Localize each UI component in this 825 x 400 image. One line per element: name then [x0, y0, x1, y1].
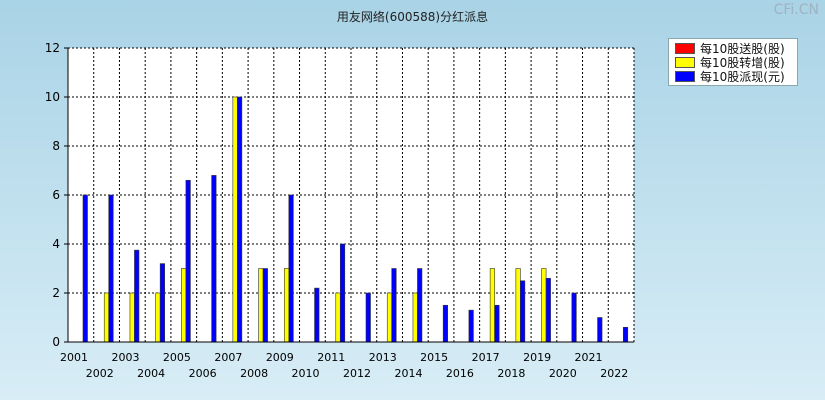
- y-tick-label: 0: [52, 335, 60, 349]
- bar: [468, 309, 474, 343]
- bar: [545, 277, 551, 343]
- legend-label: 每10股转增(股): [700, 55, 785, 70]
- bar: [155, 292, 161, 343]
- x-tick-label: 2015: [420, 351, 448, 364]
- bar: [288, 194, 294, 343]
- bar: [417, 268, 423, 343]
- bar: [258, 268, 264, 343]
- x-tick-label: 2012: [343, 367, 371, 380]
- x-tick-label: 2020: [549, 367, 577, 380]
- x-tick-label: 2001: [60, 351, 88, 364]
- bar: [520, 280, 526, 343]
- bar: [82, 194, 88, 343]
- legend: 每10股送股(股) 每10股转增(股) 每10股派现(元): [668, 38, 798, 86]
- bar: [232, 96, 238, 343]
- bar: [541, 268, 547, 343]
- bar: [129, 292, 135, 343]
- x-tick-label: 2013: [369, 351, 397, 364]
- x-tick-label: 2004: [137, 367, 165, 380]
- bar: [515, 268, 521, 343]
- x-tick-label: 2011: [317, 351, 345, 364]
- x-tick-label: 2017: [472, 351, 500, 364]
- y-tick-label: 2: [52, 286, 60, 300]
- chart-title: 用友网络(600588)分红派息: [336, 10, 489, 24]
- bar: [134, 249, 140, 343]
- bar: [159, 263, 165, 343]
- bar: [262, 268, 268, 343]
- legend-swatch-blue: [675, 70, 695, 82]
- y-tick-label: 6: [52, 188, 60, 202]
- bar: [412, 292, 418, 343]
- legend-swatch-red: [675, 42, 695, 54]
- x-tick-label: 2022: [600, 367, 628, 380]
- bar: [365, 292, 371, 343]
- bar: [103, 292, 110, 343]
- bar: [494, 304, 500, 343]
- legend-label: 每10股送股(股): [700, 41, 785, 56]
- watermark: CFi.CN: [773, 2, 819, 18]
- x-tick-label: 2010: [292, 367, 320, 380]
- bar: [597, 317, 603, 343]
- x-tick-label: 2021: [575, 351, 603, 364]
- x-tick-label: 2003: [111, 351, 139, 364]
- bar: [442, 304, 448, 343]
- y-tick-label: 4: [52, 237, 60, 251]
- x-tick-label: 2019: [523, 351, 551, 364]
- bar: [571, 292, 577, 343]
- bar: [108, 194, 114, 343]
- legend-label: 每10股派现(元): [700, 69, 785, 84]
- bar: [314, 287, 320, 343]
- bar: [181, 268, 187, 343]
- y-tick-label: 12: [45, 41, 60, 55]
- x-tick-label: 2009: [266, 351, 294, 364]
- bar: [391, 268, 397, 343]
- legend-item-capital-increase: 每10股转增(股): [675, 55, 791, 70]
- x-tick-label: 2016: [446, 367, 474, 380]
- legend-item-cash-dividend: 每10股派现(元): [675, 69, 791, 84]
- legend-swatch-yellow: [675, 56, 695, 68]
- bar: [335, 292, 341, 343]
- bar: [185, 180, 191, 343]
- bar: [237, 96, 243, 343]
- legend-item-stock-bonus: 每10股送股(股): [675, 41, 791, 56]
- x-tick-label: 2018: [497, 367, 525, 380]
- x-tick-label: 2002: [86, 367, 114, 380]
- x-tick-label: 2014: [394, 367, 422, 380]
- x-tick-label: 2006: [189, 367, 217, 380]
- y-tick-label: 10: [45, 90, 60, 104]
- x-tick-label: 2007: [214, 351, 242, 364]
- bar: [284, 268, 290, 343]
- bar: [489, 268, 495, 343]
- x-tick-label: 2008: [240, 367, 268, 380]
- y-tick-label: 8: [52, 139, 60, 153]
- bar: [386, 292, 393, 343]
- bar: [339, 243, 346, 343]
- bar: [211, 175, 217, 343]
- bar: [622, 326, 629, 343]
- x-tick-label: 2005: [163, 351, 191, 364]
